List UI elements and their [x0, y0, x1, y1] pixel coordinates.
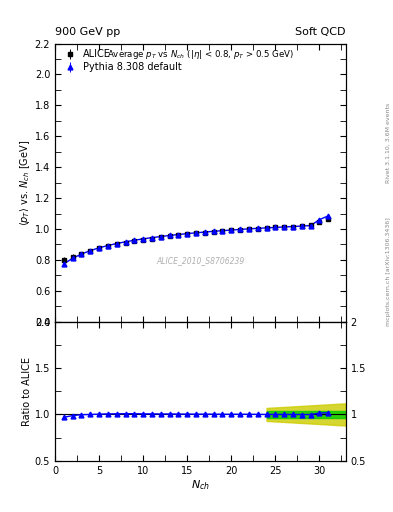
Text: mcplots.cern.ch [arXiv:1306.3436]: mcplots.cern.ch [arXiv:1306.3436]	[386, 217, 391, 326]
Text: Average $p_T$ vs $N_{ch}$ ($|\eta|$ < 0.8, $p_T$ > 0.5 GeV): Average $p_T$ vs $N_{ch}$ ($|\eta|$ < 0.…	[107, 48, 294, 61]
Text: 900 GeV pp: 900 GeV pp	[55, 27, 120, 37]
Text: Rivet 3.1.10, 3.6M events: Rivet 3.1.10, 3.6M events	[386, 103, 391, 183]
Legend: ALICE, Pythia 8.308 default: ALICE, Pythia 8.308 default	[58, 47, 185, 75]
Text: ALICE_2010_S8706239: ALICE_2010_S8706239	[156, 256, 244, 265]
Text: Soft QCD: Soft QCD	[296, 27, 346, 37]
X-axis label: $N_{ch}$: $N_{ch}$	[191, 478, 210, 492]
Y-axis label: Ratio to ALICE: Ratio to ALICE	[22, 357, 32, 426]
Y-axis label: $\langle p_T \rangle$ vs. $N_{ch}$ [GeV]: $\langle p_T \rangle$ vs. $N_{ch}$ [GeV]	[18, 139, 32, 226]
